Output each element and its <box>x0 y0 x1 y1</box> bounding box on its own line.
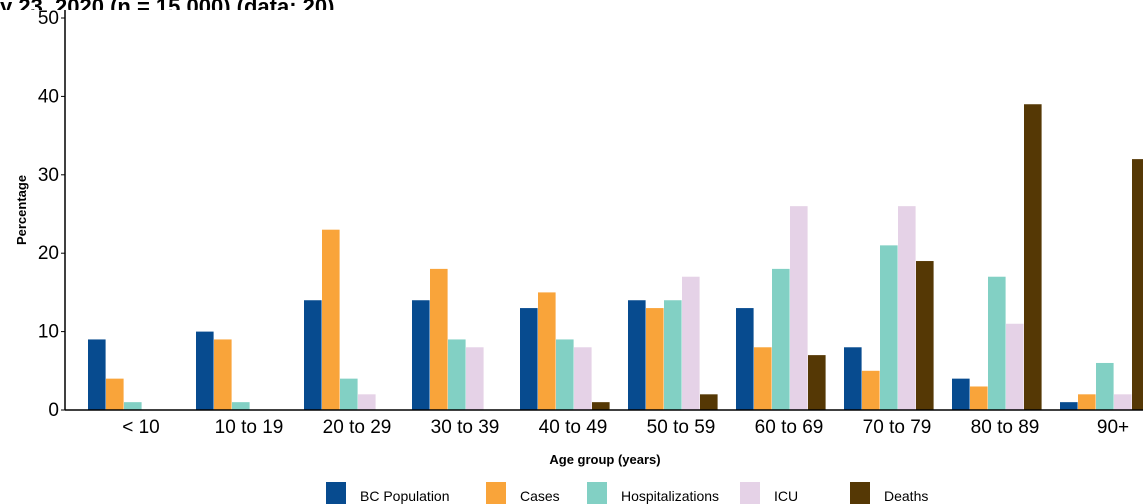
bar-cases <box>1078 394 1096 410</box>
bar-marks <box>88 104 1143 411</box>
bar-bc-population <box>1060 402 1078 410</box>
x-tick-label: 90+ <box>1097 417 1129 438</box>
bar-hospitalizations <box>772 268 790 410</box>
x-tick-label: 10 to 19 <box>215 417 284 438</box>
x-axis-title: Age group (years) <box>549 452 660 467</box>
bar-deaths <box>1132 159 1143 410</box>
bar-cases <box>322 229 340 410</box>
bar-deaths <box>808 355 826 410</box>
bar-cases <box>106 378 124 410</box>
legend-swatch <box>587 482 607 504</box>
y-tick-label: 10 <box>38 322 59 343</box>
bar-hospitalizations <box>1096 362 1114 410</box>
bar-bc-population <box>412 300 430 410</box>
bar-hospitalizations <box>124 402 142 410</box>
bar-icu <box>682 276 700 410</box>
y-axis: 0 10 20 30 40 50 <box>38 8 66 421</box>
legend-swatch <box>740 482 760 504</box>
y-tick-label: 50 <box>38 8 59 29</box>
bar-hospitalizations <box>664 300 682 410</box>
bar-hospitalizations <box>448 339 466 410</box>
x-axis: < 10 10 to 19 20 to 29 30 to 39 40 to 49 50 t… <box>65 409 1143 438</box>
legend-label: BC Population <box>360 488 450 504</box>
bar-hospitalizations <box>340 378 358 410</box>
bar-cases <box>646 308 664 410</box>
bar-deaths <box>1024 104 1042 411</box>
bar-icu <box>358 394 376 410</box>
bar-bc-population <box>952 378 970 410</box>
bar-cases <box>214 339 232 410</box>
x-tick-label: 50 to 59 <box>647 417 716 438</box>
bar-icu <box>790 206 808 410</box>
legend-swatch <box>850 482 870 504</box>
bar-hospitalizations <box>232 402 250 410</box>
bar-bc-population <box>520 308 538 410</box>
bar-bc-population <box>196 331 214 410</box>
bar-bc-population <box>844 347 862 410</box>
bar-icu <box>466 347 484 410</box>
bar-deaths <box>700 394 718 410</box>
legend-label: Deaths <box>884 488 928 504</box>
bar-hospitalizations <box>556 339 574 410</box>
bar-cases <box>754 347 772 410</box>
legend: BC Population Cases Hospitalizations ICU Dea… <box>326 482 928 504</box>
bar-cases <box>970 386 988 410</box>
y-tick-label: 40 <box>38 86 59 107</box>
legend-label: Cases <box>520 488 560 504</box>
bar-icu <box>898 206 916 410</box>
bar-deaths <box>916 261 934 410</box>
bar-bc-population <box>304 300 322 410</box>
x-tick-label: 80 to 89 <box>971 417 1040 438</box>
bar-deaths <box>592 402 610 410</box>
y-tick-label: 0 <box>48 400 59 421</box>
x-tick-label: 20 to 29 <box>323 417 392 438</box>
x-tick-label: 60 to 69 <box>755 417 824 438</box>
chart-title-clipped: y 23, 2020 (n = 15,000) (data: 20) <box>0 0 334 10</box>
bar-icu <box>1114 394 1132 410</box>
x-tick-label: 40 to 49 <box>539 417 608 438</box>
x-tick-label: < 10 <box>122 417 160 438</box>
legend-label: ICU <box>774 488 798 504</box>
clipped-title-strip: y 23, 2020 (n = 15,000) (data: 20) <box>0 0 1143 10</box>
bar-bc-population <box>88 339 106 410</box>
y-axis-title: Percentage <box>14 175 29 245</box>
x-tick-label: 70 to 79 <box>863 417 932 438</box>
legend-swatch <box>326 482 346 504</box>
y-tick-label: 30 <box>38 165 59 186</box>
bar-hospitalizations <box>880 245 898 410</box>
bar-cases <box>538 292 556 410</box>
bar-hospitalizations <box>988 276 1006 410</box>
x-tick-label: 30 to 39 <box>431 417 500 438</box>
legend-label: Hospitalizations <box>621 488 719 504</box>
bar-bc-population <box>628 300 646 410</box>
legend-swatch <box>486 482 506 504</box>
y-tick-label: 20 <box>38 243 59 264</box>
bar-cases <box>862 370 880 410</box>
bar-cases <box>430 268 448 410</box>
bar-icu <box>1006 323 1024 410</box>
bar-icu <box>574 347 592 410</box>
bar-bc-population <box>736 308 754 410</box>
